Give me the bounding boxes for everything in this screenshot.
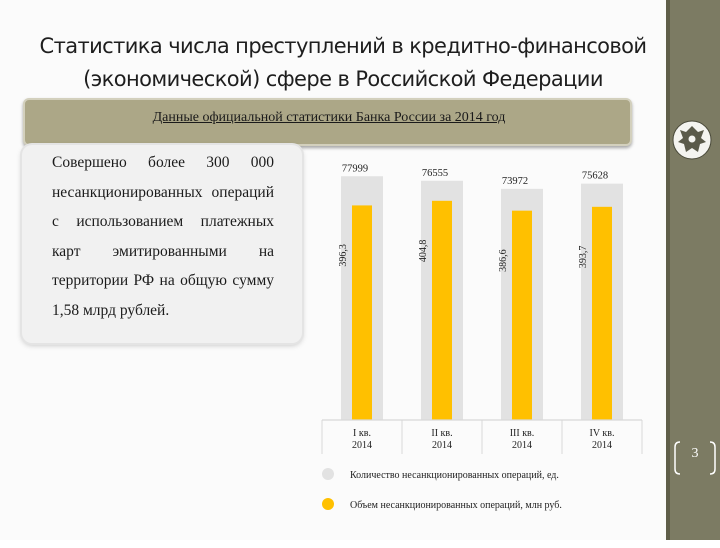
source-banner-text: Данные официальной статистики Банка Росс… xyxy=(152,110,506,125)
bank-of-russia-emblem-icon xyxy=(672,120,712,160)
category-label-2-line-2: 2014 xyxy=(432,440,452,451)
category-label-2-line-1: II кв. xyxy=(431,428,452,439)
category-label-3-line-2: 2014 xyxy=(512,440,532,451)
bar-volume-1 xyxy=(352,205,372,420)
legend-marker-1 xyxy=(322,468,334,480)
category-label-4-line-2: 2014 xyxy=(592,440,612,451)
bar-volume-3 xyxy=(512,210,532,420)
title-line-2: (экономической) сфере в Российской Федер… xyxy=(83,67,603,91)
bar-volume-2 xyxy=(432,200,452,420)
bar-volume-4 xyxy=(592,206,612,420)
slide-title: Статистика числа преступлений в кредитно… xyxy=(18,30,668,96)
category-label-3-line-1: III кв. xyxy=(510,428,535,439)
category-label-1-line-1: I кв. xyxy=(353,428,371,439)
title-line-1: Статистика числа преступлений в кредитно… xyxy=(39,34,648,58)
label-count-3: 73972 xyxy=(502,176,528,187)
legend-label-1: Количество несанкционированных операций,… xyxy=(350,470,559,481)
source-banner xyxy=(23,98,632,146)
summary-card xyxy=(22,145,302,343)
category-label-4-line-1: IV кв. xyxy=(590,428,615,439)
page-number: 3 xyxy=(691,446,699,461)
summary-text: Совершено более 300 000 несанкционирован… xyxy=(52,154,274,319)
label-count-4: 75628 xyxy=(582,171,608,182)
label-count-1: 77999 xyxy=(342,163,368,174)
label-volume-4: 393,7 xyxy=(578,246,589,269)
label-volume-3: 386,6 xyxy=(498,249,509,271)
sidebar-stripe xyxy=(666,0,670,540)
page-number-frame xyxy=(674,441,716,475)
legend-label-2: Объем несанкционированных операций, млн … xyxy=(350,500,562,511)
category-label-1-line-2: 2014 xyxy=(352,440,372,451)
label-volume-1: 396,3 xyxy=(338,244,349,266)
label-count-2: 76555 xyxy=(422,168,448,179)
legend-marker-2 xyxy=(322,498,334,510)
label-volume-2: 404,8 xyxy=(418,240,429,263)
